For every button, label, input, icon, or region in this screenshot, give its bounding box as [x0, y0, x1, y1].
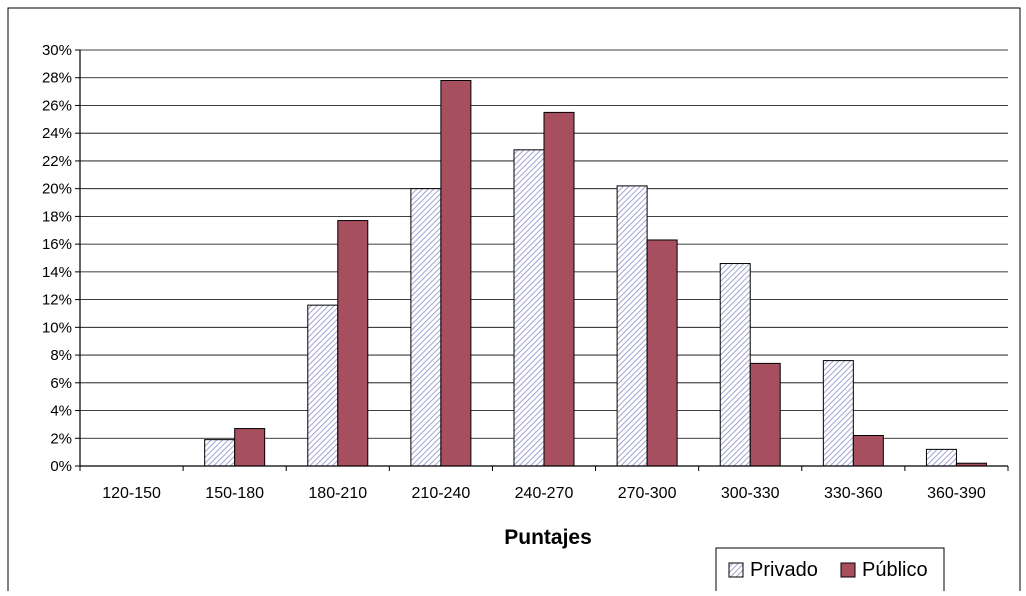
x-tick-label: 180-210: [308, 485, 367, 502]
x-tick-label: 150-180: [205, 485, 264, 502]
x-tick-label: 300-330: [721, 485, 780, 502]
legend-swatch-publico: [840, 562, 856, 578]
x-tick-label: 120-150: [102, 485, 161, 502]
bar-publico-240-270: [543, 111, 575, 467]
y-tick-label: 12%: [42, 292, 72, 309]
bar-privado-240-270: [513, 149, 545, 467]
y-tick-label: 18%: [42, 208, 72, 225]
bar-privado-330-360: [822, 360, 854, 467]
legend-label-publico: Público: [862, 559, 928, 581]
y-tick-label: 6%: [50, 375, 72, 392]
bar-privado-360-390: [925, 448, 957, 467]
y-tick-labels: 0% 2% 4% 6% 8% 10% 12% 14% 16% 18% 20% 22% 24% 26% 28%…: [42, 42, 72, 475]
legend-swatch-privado: [728, 562, 744, 578]
bar-publico-150-180: [234, 428, 266, 467]
y-tick-label: 26%: [42, 97, 72, 114]
x-tick-labels: 120-150 150-180 180-210 210-240 240-270 270-3…: [102, 485, 986, 502]
bar-publico-270-300: [646, 239, 678, 467]
y-tick-label: 4%: [50, 403, 72, 420]
x-tick-label: 240-270: [515, 485, 574, 502]
y-tick-label: 0%: [50, 458, 72, 475]
x-tick-label: 270-300: [618, 485, 677, 502]
legend-label-privado: Privado: [750, 559, 818, 581]
bar-privado-270-300: [616, 185, 648, 467]
legend: Privado Público: [715, 547, 945, 596]
bar-publico-330-360: [852, 434, 884, 467]
bar-privado-210-240: [410, 188, 442, 467]
y-tick-label: 28%: [42, 70, 72, 87]
legend-box: [715, 547, 945, 596]
bar-publico-300-330: [749, 362, 781, 467]
x-tick-label: 360-390: [927, 485, 986, 502]
x-axis-title: Puntajes: [504, 526, 592, 549]
bar-privado-300-330: [719, 263, 751, 467]
x-tick-label: 210-240: [412, 485, 471, 502]
y-tick-label: 20%: [42, 181, 72, 198]
bar-publico-180-210: [337, 220, 369, 467]
bar-privado-150-180: [204, 439, 236, 467]
y-tick-label: 2%: [50, 430, 72, 447]
bar-privado-180-210: [307, 304, 339, 467]
y-tick-label: 30%: [42, 42, 72, 59]
bars: [204, 80, 987, 467]
bar-publico-210-240: [440, 80, 472, 467]
x-tick-label: 330-360: [824, 485, 883, 502]
axes: [75, 49, 1009, 471]
y-tick-label: 14%: [42, 264, 72, 281]
y-tick-label: 8%: [50, 347, 72, 364]
y-tick-label: 16%: [42, 236, 72, 253]
y-tick-label: 22%: [42, 153, 72, 170]
y-tick-label: 24%: [42, 125, 72, 142]
y-tick-label: 10%: [42, 319, 72, 336]
